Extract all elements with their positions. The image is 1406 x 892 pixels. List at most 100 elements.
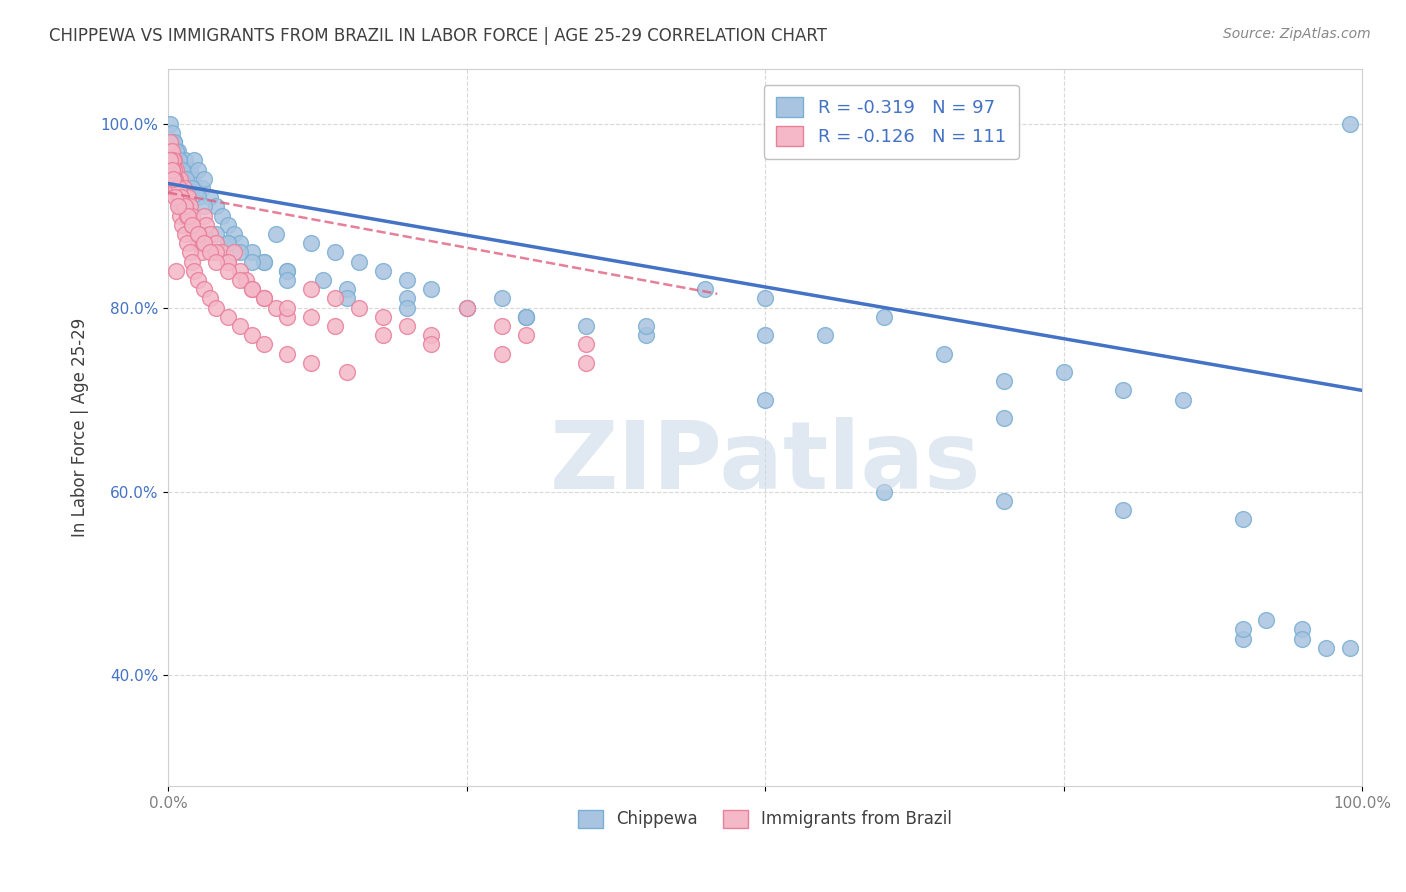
Point bbox=[205, 199, 228, 213]
Point bbox=[160, 145, 183, 159]
Point bbox=[993, 411, 1015, 425]
Point bbox=[252, 337, 274, 351]
Point bbox=[276, 273, 298, 287]
Point bbox=[395, 318, 418, 333]
Point bbox=[198, 190, 221, 204]
Point bbox=[754, 292, 776, 306]
Point bbox=[211, 245, 233, 260]
Point bbox=[167, 153, 190, 168]
Text: CHIPPEWA VS IMMIGRANTS FROM BRAZIL IN LABOR FORCE | AGE 25-29 CORRELATION CHART: CHIPPEWA VS IMMIGRANTS FROM BRAZIL IN LA… bbox=[49, 27, 827, 45]
Point bbox=[515, 310, 537, 324]
Point bbox=[159, 153, 181, 168]
Point bbox=[172, 162, 194, 177]
Point bbox=[169, 190, 191, 204]
Point bbox=[575, 356, 598, 370]
Point bbox=[276, 264, 298, 278]
Point bbox=[873, 310, 896, 324]
Point bbox=[491, 318, 513, 333]
Point bbox=[179, 245, 201, 260]
Point bbox=[159, 145, 181, 159]
Point bbox=[575, 337, 598, 351]
Point bbox=[176, 209, 198, 223]
Point bbox=[181, 209, 204, 223]
Point bbox=[456, 301, 478, 315]
Point bbox=[754, 392, 776, 407]
Point bbox=[371, 264, 394, 278]
Point bbox=[1339, 640, 1361, 655]
Point bbox=[395, 273, 418, 287]
Point bbox=[371, 310, 394, 324]
Point bbox=[240, 282, 263, 296]
Point bbox=[163, 172, 186, 186]
Point bbox=[165, 162, 187, 177]
Point bbox=[217, 254, 239, 268]
Point bbox=[456, 301, 478, 315]
Point bbox=[160, 162, 183, 177]
Point bbox=[166, 199, 188, 213]
Point bbox=[165, 181, 187, 195]
Point bbox=[179, 199, 201, 213]
Point bbox=[174, 172, 197, 186]
Point bbox=[163, 135, 186, 149]
Point bbox=[165, 145, 187, 159]
Point bbox=[240, 282, 263, 296]
Point bbox=[172, 218, 194, 232]
Point bbox=[276, 346, 298, 360]
Y-axis label: In Labor Force | Age 25-29: In Labor Force | Age 25-29 bbox=[72, 318, 89, 537]
Point bbox=[211, 209, 233, 223]
Point bbox=[395, 301, 418, 315]
Point bbox=[176, 236, 198, 251]
Point bbox=[183, 227, 205, 241]
Point bbox=[993, 493, 1015, 508]
Point bbox=[228, 264, 250, 278]
Point bbox=[162, 153, 184, 168]
Point bbox=[172, 172, 194, 186]
Point bbox=[165, 264, 187, 278]
Point bbox=[176, 181, 198, 195]
Point bbox=[183, 264, 205, 278]
Point bbox=[217, 218, 239, 232]
Point bbox=[323, 292, 346, 306]
Point bbox=[181, 218, 204, 232]
Point bbox=[162, 153, 184, 168]
Point bbox=[165, 190, 187, 204]
Point bbox=[276, 264, 298, 278]
Point bbox=[165, 172, 187, 186]
Point bbox=[167, 181, 190, 195]
Point bbox=[252, 292, 274, 306]
Point bbox=[240, 254, 263, 268]
Point bbox=[166, 172, 188, 186]
Point bbox=[160, 145, 183, 159]
Point bbox=[252, 254, 274, 268]
Point bbox=[754, 328, 776, 343]
Point bbox=[193, 282, 215, 296]
Point bbox=[170, 190, 193, 204]
Point bbox=[276, 301, 298, 315]
Point bbox=[299, 310, 322, 324]
Point bbox=[1232, 632, 1254, 646]
Point bbox=[198, 245, 221, 260]
Point bbox=[222, 245, 245, 260]
Point bbox=[181, 172, 204, 186]
Point bbox=[187, 273, 209, 287]
Point bbox=[187, 162, 209, 177]
Point bbox=[217, 236, 239, 251]
Point bbox=[181, 254, 204, 268]
Point bbox=[193, 227, 215, 241]
Point bbox=[181, 181, 204, 195]
Point bbox=[264, 301, 287, 315]
Point bbox=[190, 245, 212, 260]
Point bbox=[169, 190, 191, 204]
Point bbox=[228, 245, 250, 260]
Point bbox=[166, 190, 188, 204]
Point bbox=[456, 301, 478, 315]
Point bbox=[193, 236, 215, 251]
Point bbox=[159, 153, 181, 168]
Point bbox=[336, 365, 359, 379]
Point bbox=[1232, 512, 1254, 526]
Point bbox=[932, 346, 955, 360]
Point bbox=[1171, 392, 1194, 407]
Point bbox=[167, 199, 190, 213]
Point bbox=[873, 484, 896, 499]
Point bbox=[166, 145, 188, 159]
